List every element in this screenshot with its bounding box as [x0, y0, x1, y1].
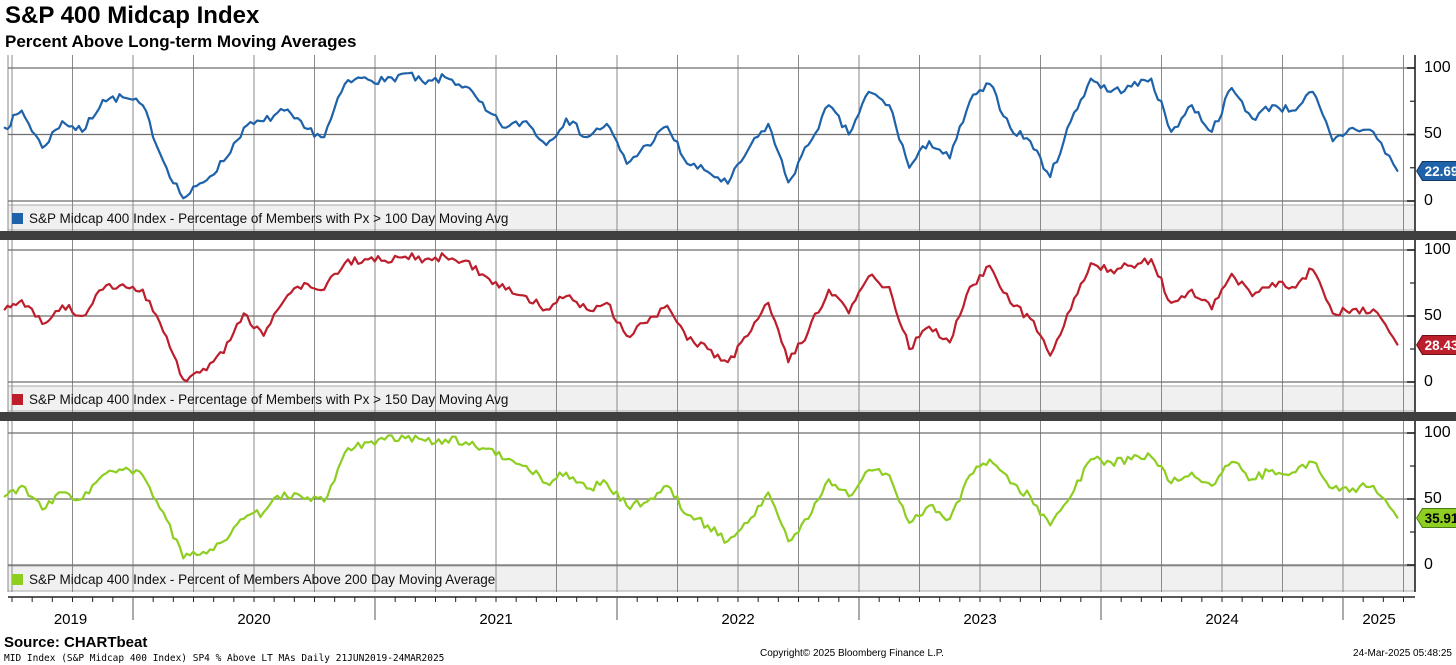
source-label: Source: CHARTbeat — [4, 634, 148, 651]
timestamp-label: 24-Mar-2025 05:48:25 — [1353, 648, 1452, 659]
chart-canvas-100day[interactable] — [0, 55, 1456, 231]
last-value-badge-100day: 22.69 — [1416, 161, 1456, 181]
x-axis-year-label: 2019 — [53, 611, 88, 628]
ytick-50: 50 — [1424, 490, 1442, 507]
legend-swatch-red-icon — [12, 393, 23, 405]
last-value-badge-200day: 35.91 — [1416, 508, 1456, 528]
x-axis-year-label: 2023 — [963, 611, 997, 628]
legend-label-100day: S&P Midcap 400 Index - Percentage of Mem… — [29, 210, 509, 226]
legend-swatch-blue-icon — [12, 212, 23, 224]
x-axis-year-label: 2020 — [237, 611, 271, 628]
chart-panel-150day: S&P Midcap 400 Index - Percentage of Mem… — [0, 240, 1456, 412]
ytick-50: 50 — [1424, 307, 1442, 324]
ytick-50: 50 — [1424, 125, 1442, 142]
ytick-0: 0 — [1424, 373, 1433, 390]
chart-details-label: MID Index (S&P Midcap 400 Index) SP4 % A… — [4, 653, 445, 664]
legend-150day: S&P Midcap 400 Index - Percentage of Mem… — [8, 386, 1415, 412]
copyright-label: Copyright© 2025 Bloomberg Finance L.P. — [760, 648, 944, 659]
x-axis-year-label: 2021 — [479, 611, 513, 628]
ytick-0: 0 — [1424, 192, 1433, 209]
ytick-0: 0 — [1424, 556, 1433, 573]
panel-separator — [0, 412, 1456, 421]
x-axis — [8, 596, 1415, 620]
page-title: S&P 400 Midcap Index — [5, 2, 260, 29]
x-axis-labels: 2019 2020 2021 2022 2023 2024 2025 — [0, 611, 1456, 631]
legend-label-150day: S&P Midcap 400 Index - Percentage of Mem… — [29, 391, 509, 407]
x-axis-year-label: 2024 — [1205, 611, 1239, 628]
page-subtitle: Percent Above Long-term Moving Averages — [5, 32, 357, 51]
legend-label-200day: S&P Midcap 400 Index - Percent of Member… — [29, 571, 496, 587]
ytick-100: 100 — [1424, 241, 1451, 258]
x-axis-year-label: 2025 — [1362, 611, 1396, 628]
legend-swatch-green-icon — [12, 573, 23, 585]
chart-canvas-200day[interactable] — [0, 421, 1456, 592]
last-value-badge-150day: 28.43 — [1416, 335, 1456, 355]
chart-panel-200day: S&P Midcap 400 Index - Percent of Member… — [0, 421, 1456, 592]
legend-200day: S&P Midcap 400 Index - Percent of Member… — [8, 566, 1415, 592]
panel-separator — [0, 231, 1456, 240]
chart-canvas-150day[interactable] — [0, 240, 1456, 412]
x-axis-year-label: 2022 — [721, 611, 755, 628]
chart-panel-100day: S&P Midcap 400 Index - Percentage of Mem… — [0, 55, 1456, 231]
ytick-100: 100 — [1424, 424, 1451, 441]
ytick-100: 100 — [1424, 59, 1451, 76]
legend-100day: S&P Midcap 400 Index - Percentage of Mem… — [8, 205, 1415, 231]
